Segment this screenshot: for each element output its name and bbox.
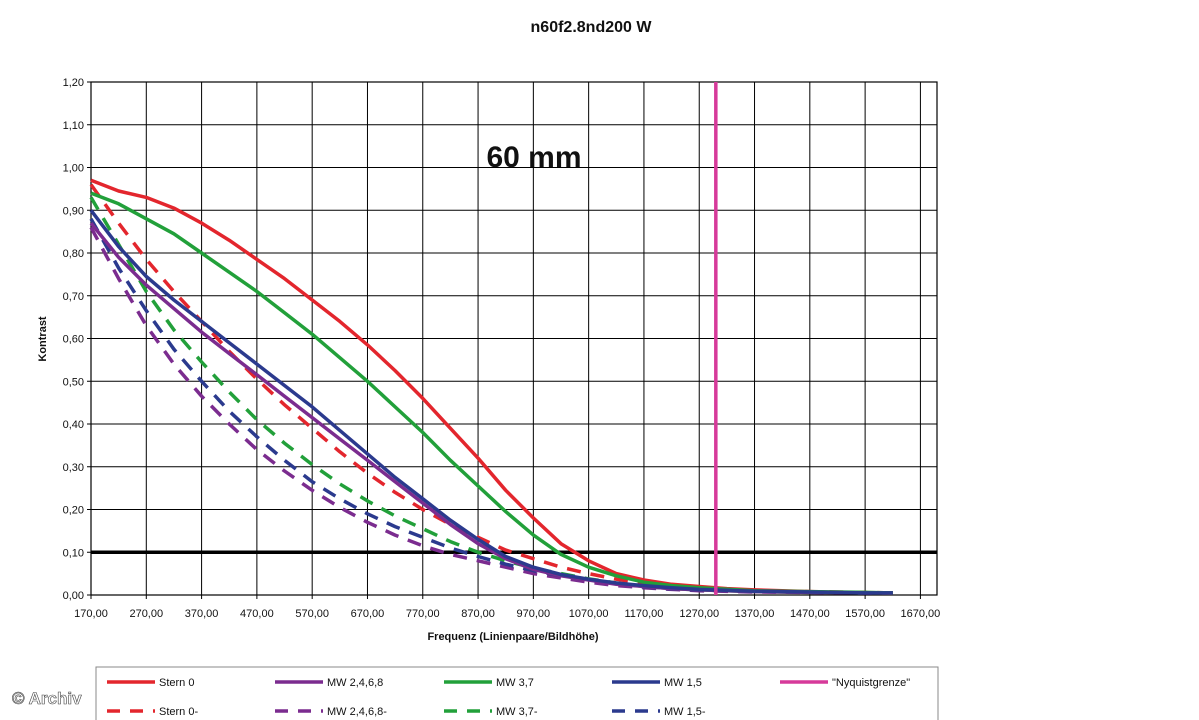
x-tick-label: 770,00 <box>406 608 440 620</box>
y-tick-label: 0,70 <box>63 291 84 303</box>
y-tick-label: 0,60 <box>63 334 84 346</box>
y-tick-label: 0,50 <box>63 376 84 388</box>
x-tick-labels: 170,00 270,00 370,00 470,00 570,00 670,00 770,… <box>74 608 940 620</box>
x-tick-label: 1570,00 <box>845 608 885 620</box>
focal-length-annotation: 60 mm <box>486 141 581 174</box>
y-tick-label: 0,00 <box>63 590 84 602</box>
x-tick-label: 570,00 <box>295 608 329 620</box>
legend: Stern 0 MW 2,4,6,8 MW 3,7 MW 1,5 "Nyquistgre… <box>107 677 910 718</box>
x-axis-label: Frequenz (Linienpaare/Bildhöhe) <box>427 631 598 643</box>
x-tick-label: 470,00 <box>240 608 274 620</box>
y-tick-label: 0,30 <box>63 462 84 474</box>
series-layer <box>89 82 937 595</box>
legend-label: Stern 0 <box>159 677 194 689</box>
legend-label: MW 3,7 <box>496 677 534 689</box>
x-tick-label: 170,00 <box>74 608 108 620</box>
legend-label: MW 2,4,6,8 <box>327 677 383 689</box>
legend-label: MW 1,5 <box>664 677 702 689</box>
x-tick-label: 1270,00 <box>679 608 719 620</box>
legend-label: MW 2,4,6,8- <box>327 706 387 718</box>
x-tick-label: 970,00 <box>517 608 551 620</box>
y-tick-label: 0,40 <box>63 419 84 431</box>
x-tick-label: 1370,00 <box>735 608 775 620</box>
y-tick-label: 1,20 <box>63 77 84 89</box>
x-tick-label: 670,00 <box>351 608 385 620</box>
y-tick-label: 1,00 <box>63 163 84 175</box>
x-tick-label: 1670,00 <box>901 608 941 620</box>
legend-label: "Nyquistgrenze" <box>832 677 910 689</box>
chart-title: n60f2.8nd200 W <box>531 19 653 36</box>
x-tick-label: 1070,00 <box>569 608 609 620</box>
x-tick-label: 1170,00 <box>624 608 663 620</box>
y-tick-labels: 0,00 0,10 0,20 0,30 0,40 0,50 0,60 0,70 0,80 0,90… <box>63 77 84 602</box>
y-tick-label: 0,10 <box>63 547 84 559</box>
y-tick-label: 0,20 <box>63 505 84 517</box>
x-tick-label: 870,00 <box>461 608 495 620</box>
y-tick-label: 0,90 <box>63 205 84 217</box>
y-axis-label: Kontrast <box>37 316 49 362</box>
series-line-mw-1-5 <box>89 209 893 595</box>
y-tick-label: 0,80 <box>63 248 84 260</box>
series-line-mw-3-7 <box>90 191 893 595</box>
x-tick-label: 270,00 <box>129 608 163 620</box>
plot-grid <box>87 81 938 599</box>
y-tick-label: 1,10 <box>63 120 84 132</box>
legend-box <box>95 666 939 720</box>
legend-label: MW 1,5- <box>664 706 706 718</box>
x-tick-label: 1470,00 <box>790 608 830 620</box>
x-tick-label: 370,00 <box>185 608 219 620</box>
copyright-watermark: © Archiv <box>12 689 82 708</box>
legend-label: Stern 0- <box>159 706 198 718</box>
legend-label: MW 3,7- <box>496 706 538 718</box>
